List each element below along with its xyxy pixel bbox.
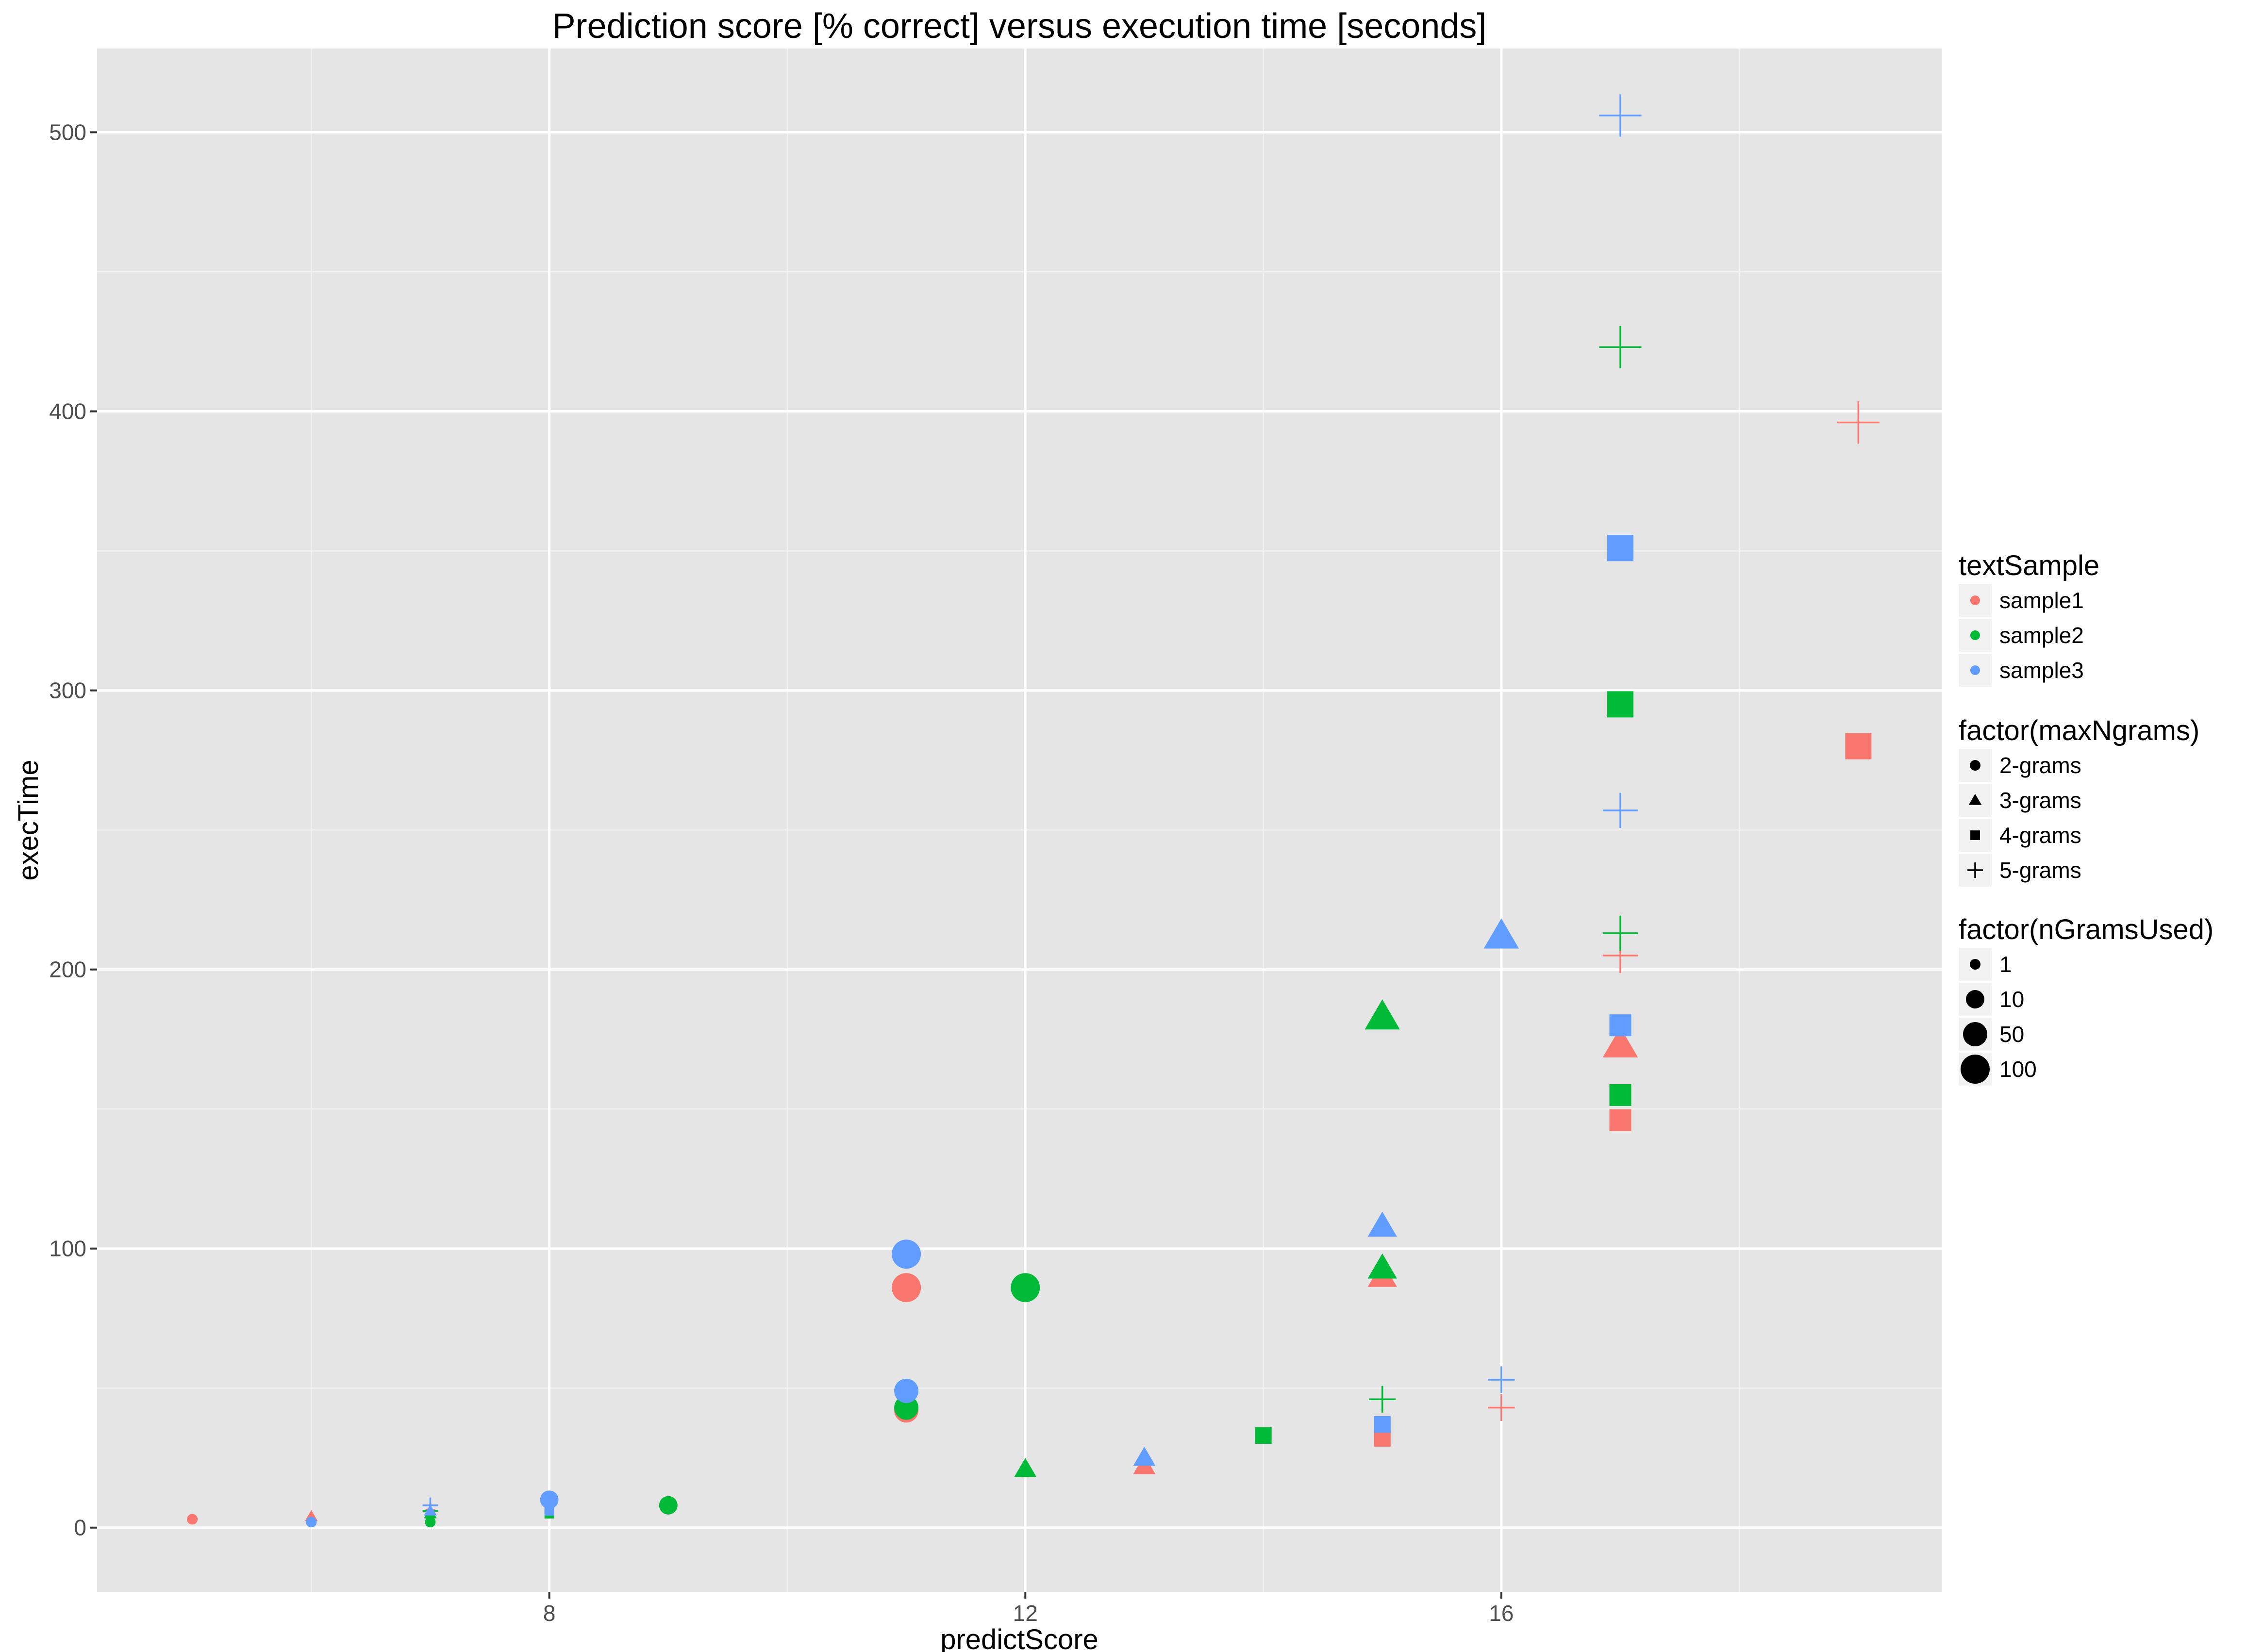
legend-label-sample1: sample1 (1999, 588, 2084, 613)
legend-title: textSample (1959, 550, 2099, 581)
data-point-sample3 (544, 1506, 554, 1516)
data-point-sample3 (1367, 1211, 1397, 1237)
y-axis-title: execTime (13, 760, 44, 880)
legend-key-sample3 (1970, 665, 1980, 675)
data-point-sample2 (1607, 691, 1634, 718)
data-point-sample2 (1369, 1386, 1396, 1413)
legend-key-1 (1970, 959, 1980, 970)
legend-label-1: 1 (1999, 952, 2012, 977)
data-point-sample3 (306, 1517, 317, 1528)
y-tick-label: 200 (49, 957, 86, 982)
data-point-sample3 (540, 1490, 559, 1509)
x-tick-label: 16 (1489, 1601, 1514, 1626)
data-point-sample3 (1483, 918, 1519, 949)
legend-key-sample2 (1970, 630, 1980, 640)
y-tick-label: 100 (49, 1236, 86, 1261)
data-point-sample2 (1255, 1427, 1272, 1444)
data-points (187, 94, 1880, 1528)
legend-key-10 (1966, 990, 1984, 1008)
data-point-sample3 (1488, 1366, 1515, 1393)
legend-key-100 (1961, 1055, 1990, 1084)
legend-key-3-grams (1968, 793, 1982, 805)
data-point-sample1 (187, 1514, 198, 1525)
plot-panel (97, 49, 1942, 1592)
data-point-sample1 (892, 1273, 921, 1303)
data-point-sample1 (1609, 1109, 1631, 1131)
data-point-sample2 (1014, 1458, 1037, 1477)
legend-title: factor(maxNgrams) (1959, 715, 2199, 746)
legend-label-sample2: sample2 (1999, 623, 2084, 648)
data-point-sample1 (1488, 1394, 1515, 1421)
data-point-sample1 (1837, 401, 1880, 444)
x-axis-title: predictScore (940, 1624, 1098, 1652)
data-point-sample1 (1602, 1027, 1638, 1057)
legend-label-3-grams: 3-grams (1999, 788, 2081, 813)
y-tick-label: 0 (74, 1515, 86, 1540)
data-point-sample3 (894, 1378, 919, 1403)
legend-key-50 (1963, 1022, 1987, 1046)
chart-title: Prediction score [% correct] versus exec… (552, 7, 1487, 46)
data-point-sample2 (1609, 1084, 1631, 1106)
data-point-sample3 (892, 1239, 921, 1269)
legend-label-50: 50 (1999, 1022, 2024, 1047)
grid-lines (97, 49, 1942, 1592)
data-point-sample3 (1607, 535, 1634, 562)
data-point-sample2 (1011, 1273, 1040, 1303)
legend-key-2-grams (1970, 760, 1980, 771)
axis-ticks: 8 12 16 0 100 200 300 400 500 (49, 120, 1514, 1626)
y-tick-label: 300 (49, 678, 86, 703)
data-point-sample1 (1374, 1430, 1391, 1447)
data-point-sample2 (894, 1395, 919, 1420)
data-point-sample3 (1374, 1416, 1391, 1433)
legend-key-sample1 (1970, 595, 1980, 605)
x-tick-label: 12 (1013, 1601, 1038, 1626)
legend-key-5-grams (1967, 862, 1983, 878)
legend-key-4-grams (1970, 830, 1980, 840)
data-point-sample2 (1602, 915, 1638, 951)
legend-label-100: 100 (1999, 1057, 2037, 1082)
data-point-sample3 (1133, 1447, 1156, 1466)
data-point-sample3 (1609, 1014, 1631, 1037)
legend-label-sample3: sample3 (1999, 658, 2084, 683)
y-tick-label: 500 (49, 120, 86, 145)
data-point-sample2 (425, 1517, 436, 1528)
data-point-sample1 (1845, 733, 1872, 760)
data-point-sample2 (659, 1496, 678, 1515)
legend: textSample sample1 sample2 sample3 factor(ma… (1959, 550, 2213, 1086)
data-point-sample3 (1599, 94, 1642, 137)
legend-label-10: 10 (1999, 987, 2024, 1012)
data-point-sample2 (1599, 326, 1642, 368)
data-point-sample2 (1367, 1253, 1397, 1279)
x-tick-label: 8 (543, 1601, 556, 1626)
legend-label-4-grams: 4-grams (1999, 823, 2081, 848)
legend-label-5-grams: 5-grams (1999, 858, 2081, 883)
legend-label-2-grams: 2-grams (1999, 753, 2081, 778)
legend-title: factor(nGramsUsed) (1959, 914, 2213, 945)
data-point-sample3 (422, 1497, 438, 1513)
data-point-sample2 (1364, 999, 1400, 1030)
y-tick-label: 400 (49, 399, 86, 424)
data-point-sample3 (1602, 793, 1638, 828)
